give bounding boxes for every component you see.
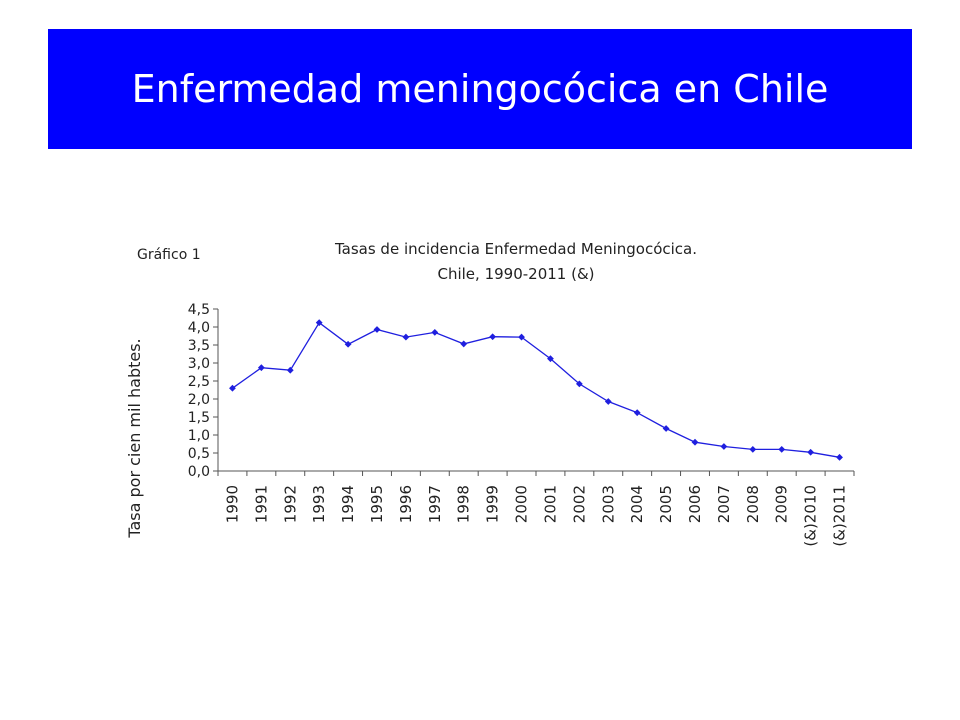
x-tick-label: 1991	[252, 485, 270, 523]
y-tick-label: 2,5	[188, 374, 210, 390]
y-tick-label: 0,5	[188, 446, 210, 462]
x-tick-label: 1994	[339, 485, 357, 523]
data-point	[547, 355, 554, 363]
data-point	[807, 448, 815, 456]
data-point	[604, 398, 612, 405]
data-point	[257, 364, 265, 372]
x-tick-label: (&)2011	[831, 485, 849, 547]
x-tick-label: 1992	[281, 485, 299, 523]
y-tick-label: 4,5	[188, 302, 210, 318]
data-point	[691, 438, 699, 446]
data-point	[315, 319, 323, 327]
data-point	[633, 409, 641, 417]
y-tick-label: 1,5	[188, 410, 210, 426]
x-tick-label: 2004	[628, 485, 646, 523]
data-point	[344, 340, 352, 348]
x-tick-label: 2007	[715, 485, 733, 523]
x-tick-label: 2008	[744, 485, 762, 523]
y-tick-label: 4,0	[188, 320, 210, 336]
y-tick-label: 2,0	[188, 392, 210, 408]
x-tick-label: 2009	[773, 485, 791, 523]
data-point	[720, 443, 728, 450]
data-point	[286, 366, 294, 374]
data-point	[229, 384, 236, 392]
series-line	[232, 321, 840, 458]
data-point	[460, 340, 468, 348]
x-tick-label: 1999	[484, 485, 502, 523]
x-tick-label: 2000	[513, 485, 531, 523]
data-point	[431, 329, 439, 336]
x-tick-label: 2001	[541, 485, 559, 523]
y-tick-label: 3,5	[188, 338, 210, 354]
data-point	[778, 446, 786, 453]
x-tick-label: 1997	[426, 485, 444, 523]
x-tick-label: 2002	[570, 485, 588, 523]
x-tick-label: (&)2010	[802, 485, 820, 547]
chart-label: Gráfico 1	[137, 247, 201, 263]
chart-title-line1: Tasas de incidencia Enfermedad Meningocó…	[334, 240, 697, 258]
x-tick-label: 2005	[657, 485, 675, 523]
data-point	[489, 333, 497, 341]
data-point	[373, 326, 381, 333]
data-point	[575, 380, 583, 388]
chart-title-line2: Chile, 1990-2011 (&)	[437, 265, 594, 283]
x-tick-label: 1993	[310, 485, 328, 523]
y-axis-label: Tasa por cien mil habtes.	[125, 338, 144, 538]
data-point	[836, 453, 843, 461]
x-tick-label: 1995	[368, 485, 386, 523]
y-tick-label: 1,0	[188, 428, 210, 444]
x-tick-label: 2006	[686, 485, 704, 523]
x-tick-label: 2003	[599, 485, 617, 523]
data-point	[749, 446, 757, 453]
title-banner: Enfermedad meningocócica en Chile	[48, 29, 912, 149]
data-point	[518, 333, 525, 341]
slide-title: Enfermedad meningocócica en Chile	[131, 67, 829, 111]
data-point	[662, 425, 670, 432]
y-tick-label: 3,0	[188, 356, 210, 372]
y-tick-label: 0,0	[188, 464, 210, 480]
x-tick-label: 1998	[455, 485, 473, 523]
x-tick-label: 1996	[397, 485, 415, 523]
data-point	[402, 333, 410, 341]
x-tick-label: 1990	[223, 485, 241, 523]
